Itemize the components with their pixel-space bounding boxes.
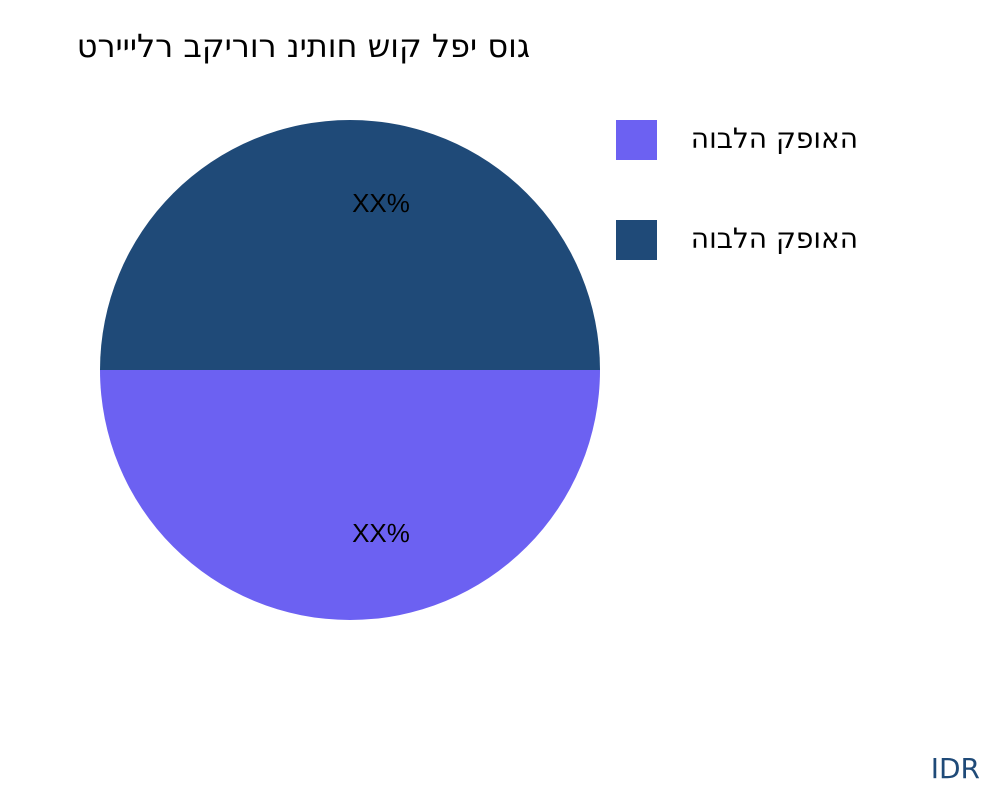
legend-swatch [616,220,657,260]
slice-label: XX% [352,188,410,218]
chart-title: גוס יפל קוש חותינ רוריקב רלייירט [77,27,530,65]
watermark: IDR [931,752,980,785]
slice-label: XX% [352,518,410,548]
legend-swatch [616,120,657,160]
pie-slice [100,120,600,370]
legend-label: האופק הלבוה [691,222,858,255]
legend-label: האופק הלבוה [691,122,858,155]
pie-slice [100,370,600,620]
